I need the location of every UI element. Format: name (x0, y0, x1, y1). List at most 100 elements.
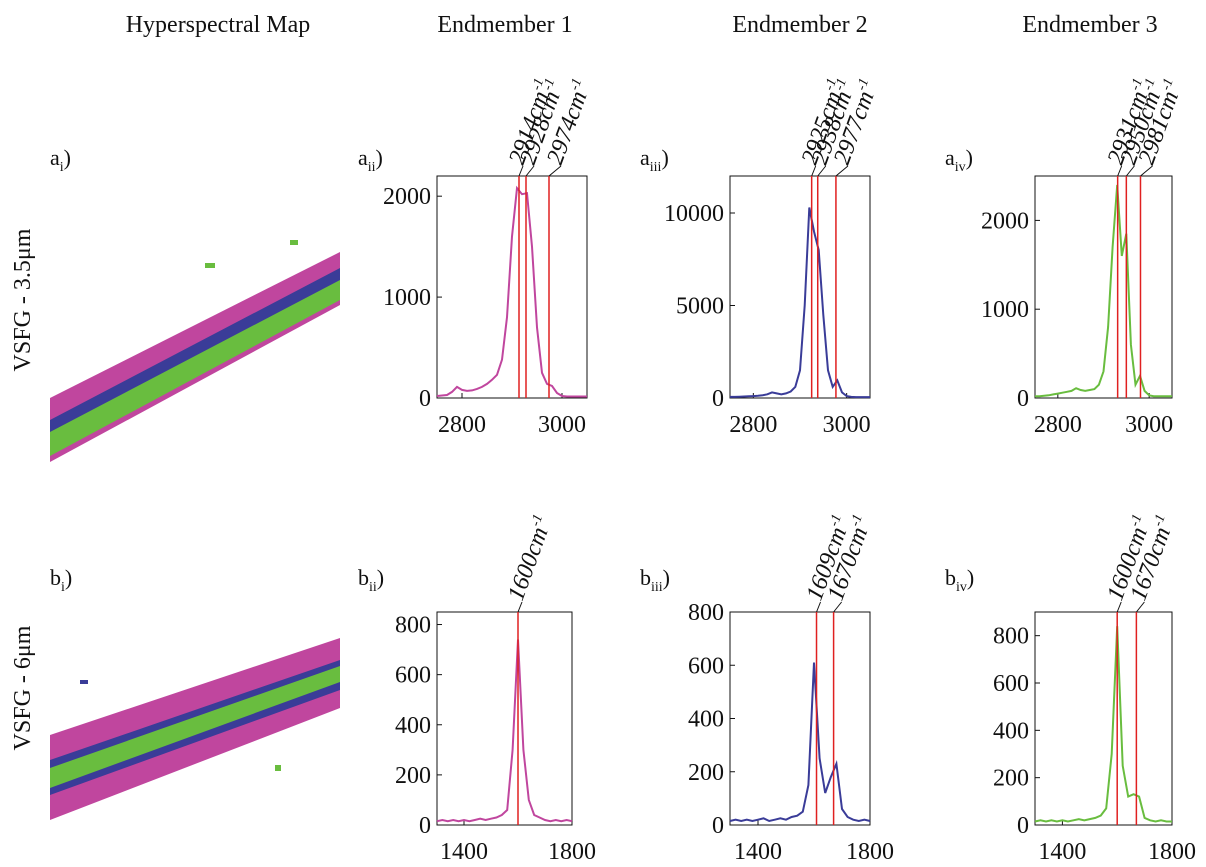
panel-letter: b (640, 565, 651, 590)
y-tick-label: 5000 (676, 294, 724, 320)
y-tick-label: 0 (419, 813, 431, 839)
panel-close: ) (377, 565, 384, 590)
axes-box (730, 612, 870, 825)
panel-subscript: iv (956, 580, 967, 595)
x-tick-label: 3000 (823, 412, 871, 438)
row-label: VSFG - 6μm (10, 625, 36, 750)
panel-letter: a (50, 145, 60, 170)
panel-close: ) (966, 145, 973, 170)
y-tick-label: 1000 (383, 285, 431, 311)
x-tick-label: 1800 (548, 839, 596, 865)
peak-arrow (817, 602, 821, 612)
panel-letter: b (50, 565, 61, 590)
spectrum-line (1035, 185, 1172, 396)
map-speck (275, 765, 281, 771)
panel-label: biv) (945, 565, 974, 595)
y-tick-label: 0 (712, 813, 724, 839)
panel-subscript: iii (651, 580, 663, 595)
panel-label: ai) (50, 145, 71, 175)
panel-subscript: ii (368, 160, 376, 175)
panel-letter: a (945, 145, 955, 170)
x-tick-label: 2800 (729, 412, 777, 438)
hyperspectral-map-bottom (50, 638, 340, 820)
panel-label: bi) (50, 565, 72, 595)
peak-arrow (836, 166, 848, 176)
panel-close: ) (65, 565, 72, 590)
spectrum-line (1035, 626, 1172, 821)
spectrum-line (437, 640, 572, 822)
panel-subscript: iv (955, 160, 966, 175)
column-title: Endmember 2 (732, 12, 867, 38)
peak-arrow (1140, 166, 1152, 176)
x-tick-label: 1400 (440, 839, 488, 865)
y-tick-label: 200 (993, 766, 1029, 792)
y-tick-label: 0 (712, 386, 724, 412)
spectrum-line (437, 188, 587, 396)
x-tick-label: 3000 (1125, 412, 1173, 438)
y-tick-label: 400 (395, 713, 431, 739)
x-tick-label: 1800 (846, 839, 894, 865)
panel-label: bii) (358, 565, 384, 595)
figure: Hyperspectral Map Endmember 1 Endmember 2 E… (0, 0, 1206, 867)
y-tick-label: 2000 (981, 208, 1029, 234)
y-tick-label: 0 (1017, 386, 1029, 412)
x-tick-label: 1400 (734, 839, 782, 865)
panel-letter: a (358, 145, 368, 170)
y-tick-label: 1000 (981, 297, 1029, 323)
x-tick-label: 1800 (1148, 839, 1196, 865)
panel-label: aii) (358, 145, 383, 175)
row-label: VSFG - 3.5μm (10, 228, 36, 371)
map-speck (290, 240, 298, 245)
peak-annotation: 1600cm-1 (502, 512, 557, 604)
y-tick-label: 200 (688, 760, 724, 786)
panel-subscript: iii (650, 160, 662, 175)
panel-label: aiv) (945, 145, 973, 175)
y-tick-label: 600 (395, 663, 431, 689)
panel-close: ) (64, 145, 71, 170)
y-tick-label: 800 (395, 613, 431, 639)
peak-arrow (812, 166, 816, 176)
map-speck (80, 680, 88, 684)
panel-letter: a (640, 145, 650, 170)
y-tick-label: 600 (993, 671, 1029, 697)
column-title: Endmember 1 (437, 12, 572, 38)
axes-box (437, 612, 572, 825)
panel-subscript: ii (369, 580, 377, 595)
peak-arrow (1118, 166, 1122, 176)
y-tick-label: 10000 (664, 201, 724, 227)
x-tick-label: 3000 (538, 412, 586, 438)
x-tick-label: 1400 (1038, 839, 1086, 865)
y-tick-label: 600 (688, 653, 724, 679)
peak-label: 1600cm (503, 524, 553, 604)
peak-arrow (519, 166, 523, 176)
hyperspectral-map-top (50, 240, 340, 462)
column-title: Endmember 3 (1022, 12, 1157, 38)
panel-close: ) (376, 145, 383, 170)
panel-letter: b (945, 565, 956, 590)
peak-arrow (834, 602, 842, 612)
panel-close: ) (661, 145, 668, 170)
axes-box (437, 176, 587, 398)
y-tick-label: 800 (993, 624, 1029, 650)
y-tick-label: 400 (993, 718, 1029, 744)
map-speck (205, 263, 215, 268)
y-tick-label: 400 (688, 707, 724, 733)
y-tick-label: 0 (419, 386, 431, 412)
panel-letter: b (358, 565, 369, 590)
x-tick-label: 2800 (1034, 412, 1082, 438)
spectrum-line (730, 208, 870, 398)
panel-close: ) (967, 565, 974, 590)
y-tick-label: 200 (395, 763, 431, 789)
panel-close: ) (663, 565, 670, 590)
panel-label: biii) (640, 565, 670, 595)
column-title: Hyperspectral Map (126, 12, 311, 38)
peak-arrow (1126, 166, 1134, 176)
map-region (50, 280, 340, 456)
x-tick-label: 2800 (438, 412, 486, 438)
y-tick-label: 0 (1017, 813, 1029, 839)
y-tick-label: 2000 (383, 184, 431, 210)
peak-arrow (1136, 602, 1144, 612)
peak-arrow (518, 602, 522, 612)
panel-label: aiii) (640, 145, 669, 175)
peak-arrow (1117, 602, 1121, 612)
